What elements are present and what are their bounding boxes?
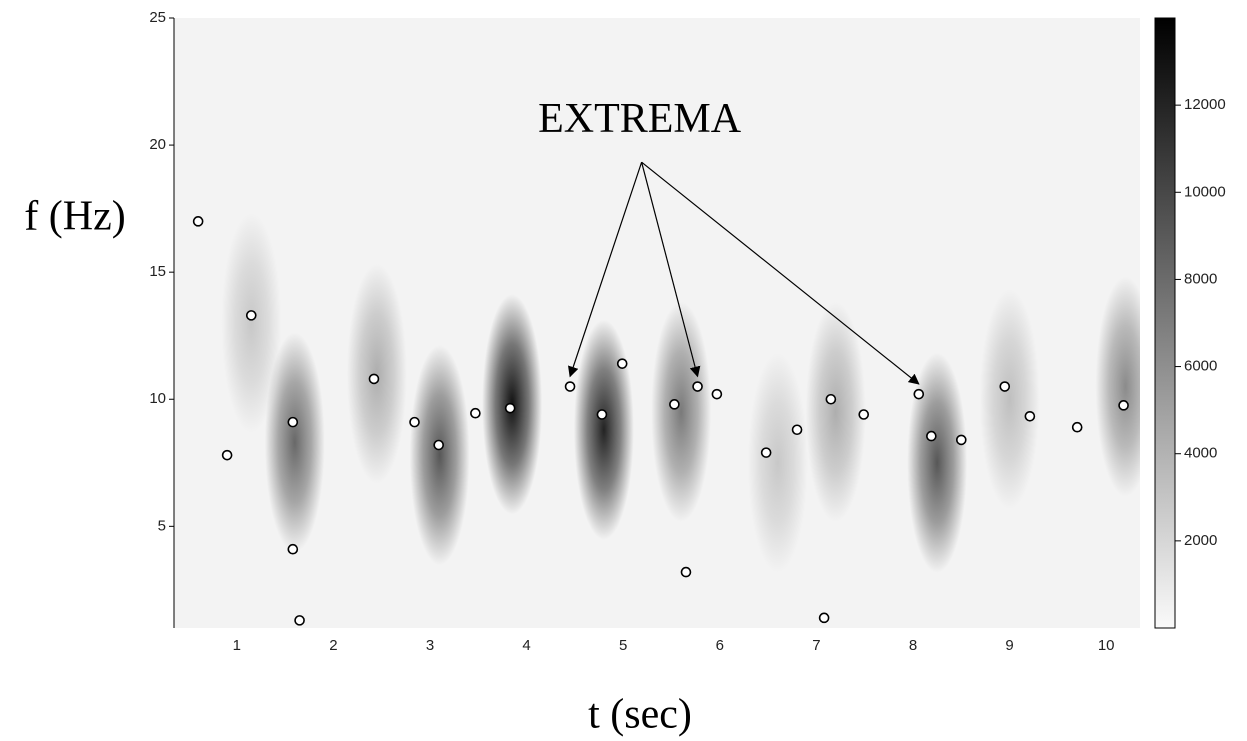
annotation-arrow	[568, 162, 643, 378]
y-tick-label: 5	[158, 517, 166, 534]
extremum-point	[669, 399, 680, 410]
colorbar	[1154, 17, 1176, 629]
x-tick-label: 4	[522, 637, 530, 654]
extremum-point	[680, 566, 692, 578]
annotation: EXTREMA	[538, 96, 742, 142]
extremum-point	[596, 409, 608, 420]
extremum-point	[504, 402, 516, 414]
x-tick-label: 7	[812, 637, 820, 654]
colorbar-tick-label: 10000	[1184, 183, 1226, 200]
extremum-point	[1024, 410, 1036, 422]
extremum-point	[433, 439, 444, 451]
heat-blob	[221, 213, 282, 433]
extremum-point	[192, 216, 204, 227]
colorbar-tick-label: 8000	[1184, 270, 1217, 287]
x-tick-label: 9	[1005, 637, 1013, 654]
colorbar-tick-label: 6000	[1184, 358, 1217, 375]
y-axis-label: f (Hz)	[24, 194, 125, 240]
extremum-point	[858, 409, 870, 420]
extremum-point	[1118, 400, 1129, 411]
heat-blob	[346, 263, 407, 484]
heat-blob	[651, 301, 712, 522]
extremum-point	[409, 416, 420, 428]
colorbar-tick-label: 2000	[1184, 532, 1217, 549]
heat-blob	[409, 345, 470, 566]
extremum-point	[221, 449, 233, 461]
x-tick-label: 6	[716, 637, 724, 654]
extremum-point	[294, 615, 305, 626]
extremum-point	[616, 358, 628, 369]
extremum-point	[999, 381, 1011, 392]
extremum-point	[913, 388, 925, 400]
heat-blob	[573, 319, 634, 540]
extremum-point	[287, 416, 299, 428]
x-tick-label: 10	[1098, 637, 1115, 654]
colorbar-tick-label: 4000	[1184, 445, 1217, 462]
extremum-point	[818, 612, 830, 624]
colorbar-tick-label: 12000	[1184, 96, 1226, 113]
y-tick-label: 10	[149, 390, 166, 407]
heat-blob	[747, 352, 808, 573]
extremum-point	[825, 393, 837, 405]
plot-background	[174, 18, 1140, 628]
extremum-point	[287, 543, 299, 555]
extremum-point	[926, 430, 937, 442]
extremum-point	[1071, 421, 1083, 433]
y-tick-label: 25	[149, 9, 166, 26]
extremum-point	[711, 388, 723, 400]
heatmap	[221, 213, 1140, 573]
x-tick-label: 8	[909, 637, 917, 654]
heat-blob	[264, 332, 325, 553]
y-tick-label: 20	[149, 136, 166, 153]
extremum-point	[791, 424, 803, 436]
x-axis-label: t (sec)	[588, 692, 692, 738]
y-tick-label: 15	[149, 263, 166, 280]
annotation-arrow	[641, 162, 701, 378]
extremum-point	[368, 373, 380, 385]
extremum-point	[760, 447, 772, 458]
heat-blob	[979, 289, 1040, 510]
extremum-point	[955, 434, 967, 446]
x-tick-label: 3	[426, 637, 434, 654]
x-tick-label: 1	[233, 637, 241, 654]
heat-blob	[1095, 276, 1140, 497]
x-tick-label: 5	[619, 637, 627, 654]
x-tick-label: 2	[329, 637, 337, 654]
extremum-point	[470, 407, 481, 419]
extremum-point	[245, 310, 257, 321]
extremum-point	[564, 381, 576, 392]
heat-blob	[907, 352, 968, 573]
annotation-arrow	[641, 161, 920, 385]
extremum-point	[692, 381, 703, 392]
heat-blob	[805, 301, 866, 522]
